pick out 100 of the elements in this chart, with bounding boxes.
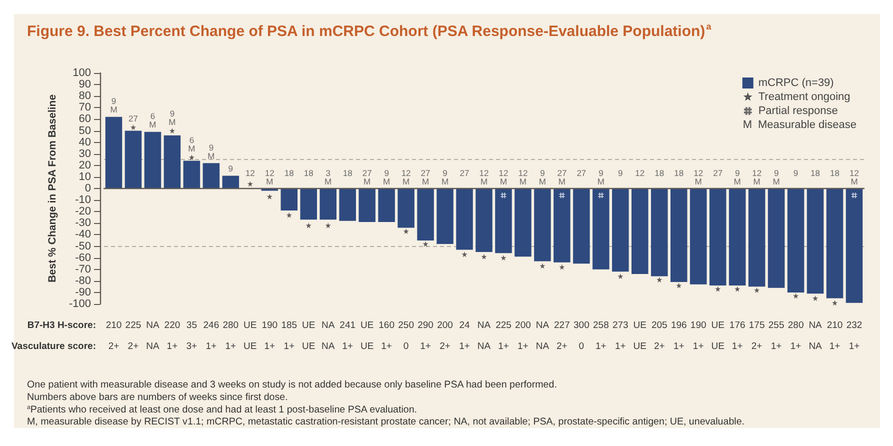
point bbox=[286, 212, 292, 218]
x-tick-label: 210 2+ bbox=[106, 320, 122, 352]
point bbox=[462, 252, 468, 258]
bar bbox=[573, 188, 590, 264]
x-tick-label: 246 1+ bbox=[203, 320, 220, 352]
bar bbox=[378, 188, 395, 222]
point bbox=[169, 128, 175, 134]
x-tick-label: NA NA bbox=[477, 320, 492, 352]
y-tick-label: -80 bbox=[75, 274, 91, 287]
point bbox=[540, 263, 546, 269]
x-tick-label: UE UE bbox=[244, 320, 257, 352]
bar bbox=[670, 188, 688, 282]
annotation: 27 M bbox=[557, 168, 567, 186]
annotation: 9 M bbox=[734, 168, 741, 186]
y-tick-label: 10 bbox=[78, 170, 91, 183]
annotation: 9 M bbox=[538, 168, 546, 186]
annotation: 18 bbox=[304, 168, 314, 178]
x-tick-label: 210 1+ bbox=[826, 320, 843, 352]
y-tick-label: 20 bbox=[78, 159, 91, 172]
x-tick-label: NA NA bbox=[808, 320, 823, 352]
bar bbox=[534, 188, 551, 262]
x-tick-label: 190 1+ bbox=[262, 320, 278, 352]
bar bbox=[124, 130, 142, 188]
annotation: 9 M bbox=[383, 168, 390, 186]
annotation: 9 M bbox=[110, 96, 118, 115]
y-tick-label: 100 bbox=[72, 67, 91, 79]
annotation: 12 bbox=[245, 168, 256, 178]
point bbox=[559, 264, 565, 270]
x-tick-label: 225 1+ bbox=[496, 320, 512, 352]
x-tick-label: 232 1+ bbox=[846, 320, 862, 352]
x-tick-label: NA NA bbox=[146, 320, 160, 352]
point bbox=[422, 241, 428, 247]
point bbox=[403, 228, 409, 234]
point bbox=[188, 154, 194, 160]
bar bbox=[495, 188, 512, 254]
annotation: 12 M bbox=[401, 168, 412, 186]
point bbox=[793, 293, 799, 299]
bar bbox=[476, 188, 492, 252]
x-tick-label: 255 1+ bbox=[768, 320, 784, 352]
bar bbox=[300, 188, 317, 220]
x-tick-label: UE UE bbox=[302, 320, 316, 352]
bar bbox=[787, 188, 804, 292]
y-tick-label: -10 bbox=[75, 194, 91, 206]
bar bbox=[398, 188, 414, 228]
bar bbox=[748, 188, 766, 287]
y-tick-label: -70 bbox=[75, 263, 91, 276]
y-tick-label: -60 bbox=[75, 252, 91, 264]
bar bbox=[202, 163, 220, 188]
text: One patient with measurable disease and 3 weeks on study is not added because only baseline PSA had been performed. bbox=[27, 380, 557, 390]
annotation: 27 bbox=[713, 168, 723, 178]
annotation: 18 bbox=[342, 168, 353, 178]
bar bbox=[417, 188, 434, 240]
bar bbox=[826, 188, 844, 298]
point bbox=[656, 276, 662, 282]
bar bbox=[768, 188, 785, 288]
x-tick-label: 205 2+ bbox=[651, 320, 668, 352]
point bbox=[754, 287, 760, 293]
x-tick-label: 200 1+ bbox=[515, 320, 531, 352]
annotation: 9 M bbox=[208, 142, 215, 161]
y-tick-label: 90 bbox=[78, 78, 91, 91]
bar bbox=[358, 188, 376, 222]
bar bbox=[806, 188, 824, 294]
annotation: 9 M bbox=[772, 168, 780, 186]
bar bbox=[183, 160, 200, 188]
text: Numbers above bars are numbers of weeks since first dose. bbox=[27, 392, 288, 403]
annotation: 9 bbox=[228, 164, 234, 174]
point bbox=[852, 192, 858, 198]
x-tick-label: 273 1+ bbox=[612, 320, 628, 352]
point bbox=[715, 286, 721, 292]
annotation: M Measurable disease bbox=[742, 119, 856, 131]
x-tick-label: 176 1+ bbox=[729, 320, 746, 352]
point bbox=[734, 286, 740, 292]
annotation: 12 M bbox=[694, 168, 704, 186]
annotation: 18 bbox=[830, 168, 840, 178]
annotation: 18 bbox=[654, 168, 664, 178]
x-tick-label: 220 1+ bbox=[164, 320, 180, 352]
annotation: 18 bbox=[810, 168, 820, 178]
annotation: 27 M bbox=[362, 168, 372, 186]
x-tick-label: 250 0 bbox=[398, 320, 414, 352]
y-tick-label: -30 bbox=[75, 217, 91, 230]
bar bbox=[728, 188, 746, 286]
x-tick-label: 241 1+ bbox=[340, 320, 356, 352]
bar bbox=[222, 176, 240, 188]
bar bbox=[436, 188, 454, 244]
x-tick-label: 190 1+ bbox=[690, 320, 706, 352]
annotation: 9 M bbox=[441, 168, 449, 186]
bar bbox=[144, 132, 162, 188]
bar bbox=[554, 188, 570, 262]
y-tick-label: 70 bbox=[78, 102, 91, 114]
bar bbox=[105, 116, 122, 188]
text: B7-H3 H-score: bbox=[27, 320, 96, 331]
bar bbox=[846, 188, 863, 303]
bar bbox=[632, 188, 648, 274]
annotation: 9 bbox=[618, 168, 624, 178]
annotation: 27 bbox=[460, 168, 470, 178]
y-axis-title: Best % Change in PSA From Baseline bbox=[46, 94, 59, 283]
bar bbox=[690, 188, 707, 284]
bar bbox=[651, 188, 668, 276]
annotation: 12 M bbox=[498, 168, 508, 186]
annotation: 6 M bbox=[188, 134, 196, 154]
